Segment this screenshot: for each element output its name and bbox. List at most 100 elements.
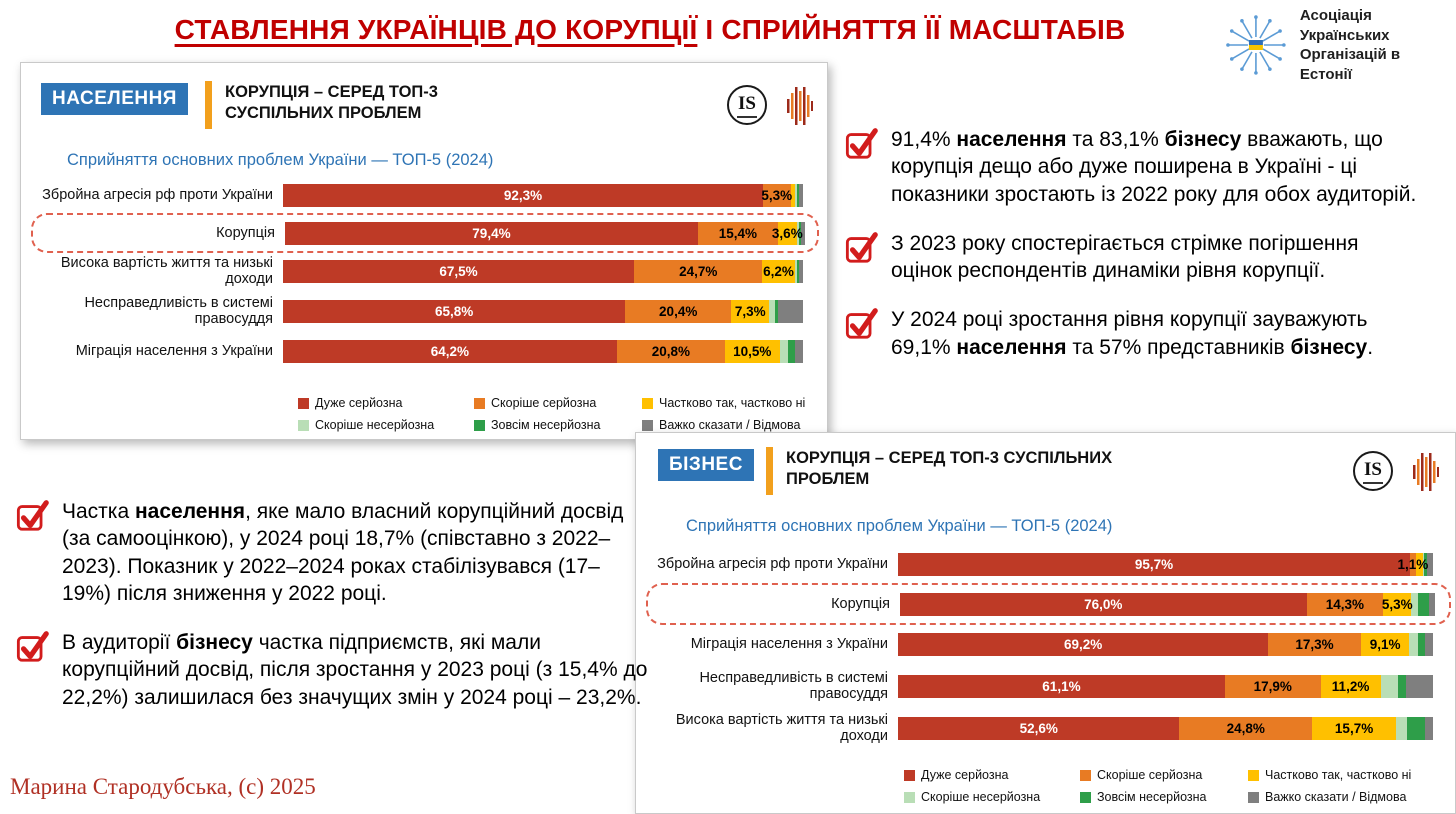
- infosapiens-initials: IS: [738, 92, 756, 114]
- bar-segment: 64,2%: [283, 339, 617, 363]
- panel-heading: КОРУПЦІЯ – СЕРЕД ТОП-3 СУСПІЛЬНИХ ПРОБЛЕ…: [225, 83, 438, 123]
- legend-item: Скоріше несерйозна: [904, 790, 1080, 804]
- bar-segment: [801, 221, 805, 245]
- infosapiens-logo: IS: [727, 85, 767, 125]
- legend-item: Частково так, частково ні: [642, 396, 805, 410]
- category-label: Міграція населення з України: [75, 342, 273, 359]
- bar-segment: [1424, 716, 1433, 740]
- bar-segment: 67,5%: [283, 259, 634, 283]
- chart-row: Висока вартість життя та низькі доходи 52…: [646, 707, 1451, 749]
- bar-segment: [1424, 552, 1428, 576]
- population-panel: НАСЕЛЕННЯ КОРУПЦІЯ – СЕРЕД ТОП-3 СУСПІЛЬ…: [20, 62, 828, 440]
- segment-value-label: 3,6%: [771, 225, 803, 241]
- bar-segment: 11,2%: [1320, 674, 1381, 698]
- legend-label: Скоріше несерйозна: [315, 418, 435, 432]
- legend-swatch: [298, 419, 309, 431]
- segment-value-label: 7,3%: [734, 303, 766, 319]
- legend-item: Зовсім несерйозна: [474, 418, 642, 432]
- segment-value-label: 67,5%: [439, 263, 478, 279]
- bullet-text: З 2023 року спостерігається стрімке погі…: [891, 231, 1359, 283]
- segment-value-label: 11,2%: [1331, 678, 1370, 694]
- stacked-bar: 69,2% 17,3% 9,1%: [898, 632, 1433, 656]
- stacked-bar: 67,5% 24,7% 6,2%: [283, 259, 803, 283]
- stacked-bar: 76,0% 14,3% 5,3%: [900, 592, 1435, 616]
- legend-swatch: [642, 397, 653, 409]
- bar-segment: [1417, 632, 1426, 656]
- legend-item: Скоріше серйозна: [474, 396, 642, 410]
- segment-value-label: 20,8%: [651, 343, 691, 359]
- legend-item: Скоріше серйозна: [1080, 768, 1248, 782]
- bar-segment: 24,8%: [1179, 716, 1313, 740]
- infosapiens-caption-line: [737, 115, 757, 118]
- soundwave-icon: [787, 87, 813, 125]
- legend-label: Важко сказати / Відмова: [1265, 790, 1407, 804]
- bar-segment: [1422, 552, 1425, 576]
- legend-swatch: [1080, 791, 1091, 803]
- orange-divider: [205, 81, 212, 129]
- bar-segment: 1,1%: [1398, 552, 1428, 576]
- bar-segment: 15,4%: [697, 221, 778, 245]
- bar-segment: 95,7%: [898, 552, 1410, 576]
- legend-label: Дуже серйозна: [315, 396, 403, 410]
- legend-swatch: [474, 419, 485, 431]
- bar-segment: [798, 183, 803, 207]
- chart-row: Збройна агресія рф проти України 95,7% 1,1…: [646, 543, 1451, 585]
- category-label: Корупція: [216, 224, 275, 241]
- cornflower-icon: [1226, 15, 1286, 75]
- bar-segment: 17,9%: [1224, 674, 1321, 698]
- bullet-item: Частка населення, яке мало власний коруп…: [16, 498, 648, 607]
- chart-row: Міграція населення з України 64,2% 20,8% 10…: [31, 331, 819, 371]
- legend-label: Частково так, частково ні: [1265, 768, 1412, 782]
- bar-segment: 10,5%: [724, 339, 780, 363]
- legend-item: Важко сказати / Відмова: [642, 418, 805, 432]
- chart-row: Міграція населення з України 69,2% 17,3% 9,…: [646, 623, 1451, 665]
- segment-value-label: 76,0%: [1084, 596, 1123, 612]
- bar-segment: [790, 183, 796, 207]
- bar-segment: [1415, 552, 1423, 576]
- stacked-bar: 95,7% 1,1%: [898, 552, 1433, 576]
- bar-segment: [1397, 674, 1407, 698]
- bar-segment: [799, 221, 802, 245]
- chart-legend: Дуже серйозна Скоріше серйозна Частково та…: [904, 768, 1411, 804]
- page-title-rest: І СПРИЙНЯТТЯ ЇЇ МАСШТАБІВ: [697, 14, 1126, 45]
- bar-segment: [778, 299, 803, 323]
- bar-segment: 3,6%: [772, 221, 803, 245]
- category-label: Несправедливість в системі правосуддя: [699, 669, 888, 702]
- business-chart: Збройна агресія рф проти України 95,7% 1,1…: [646, 543, 1451, 749]
- legend-item: Дуже серйозна: [904, 768, 1080, 782]
- bullet-text: В аудиторії бізнесу частка підприємств, …: [62, 631, 648, 709]
- bar-segment: [1406, 716, 1425, 740]
- segment-value-label: 95,7%: [1134, 556, 1174, 572]
- association-name-line3: Організацій в Естонії: [1299, 46, 1401, 83]
- segment-value-label: 69,2%: [1063, 636, 1103, 652]
- bar-segment: 20,4%: [625, 299, 732, 323]
- bar-segment: 7,3%: [731, 299, 770, 323]
- segment-value-label: 64,2%: [430, 343, 470, 359]
- bar-segment: 9,1%: [1360, 632, 1410, 656]
- bullet-item: В аудиторії бізнесу частка підприємств, …: [16, 629, 648, 711]
- bar-segment: 6,2%: [762, 259, 795, 283]
- bar-segment: [779, 339, 789, 363]
- legend-label: Скоріше несерйозна: [921, 790, 1041, 804]
- segment-value-label: 17,9%: [1253, 678, 1292, 694]
- bullet-text: Частка населення, яке мало власний коруп…: [62, 500, 624, 605]
- audience-tag-business: БІЗНЕС: [658, 449, 754, 481]
- category-label: Міграція населення з України: [690, 635, 888, 652]
- segment-value-label: 10,5%: [733, 343, 772, 359]
- legend-swatch: [298, 397, 309, 409]
- bullet-item: З 2023 року спостерігається стрімке погі…: [845, 230, 1420, 285]
- legend-item: Важко сказати / Відмова: [1248, 790, 1411, 804]
- bar-segment: [1409, 632, 1418, 656]
- category-label: Збройна агресія рф проти України: [42, 186, 273, 203]
- legend-swatch: [474, 397, 485, 409]
- key-findings-left: Частка населення, яке мало власний коруп…: [16, 498, 648, 711]
- checkbox-check-icon: [845, 308, 878, 340]
- chart-row: Несправедливість в системі правосуддя 61,…: [646, 665, 1451, 707]
- category-label: Висока вартість життя та низькі доходи: [60, 254, 273, 287]
- chart-legend: Дуже серйозна Скоріше серйозна Частково та…: [298, 396, 805, 432]
- legend-item: Дуже серйозна: [298, 396, 474, 410]
- bar-segment: [796, 183, 799, 207]
- bar-segment: 92,3%: [283, 183, 763, 207]
- bar-segment: [795, 339, 803, 363]
- segment-value-label: 92,3%: [503, 187, 543, 203]
